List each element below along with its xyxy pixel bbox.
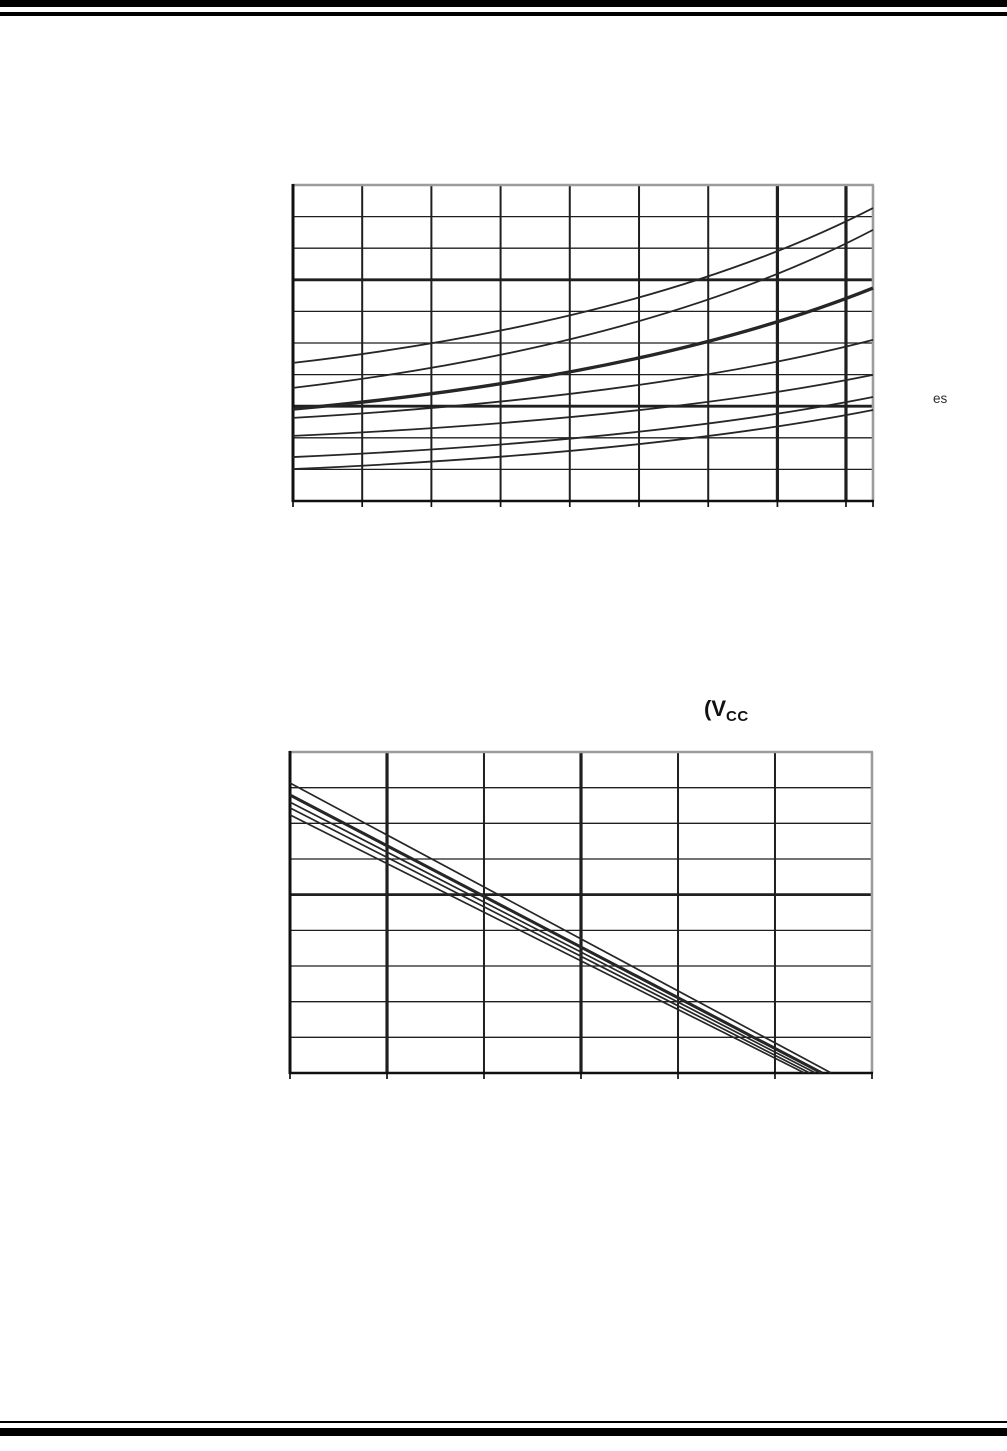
line-2-bold [289, 793, 823, 1075]
curve-7 [292, 409, 874, 470]
footer-rule-thin [0, 1421, 1007, 1423]
header-rule-thick [0, 0, 1007, 7]
vcc-title-subscript: CC [726, 708, 749, 725]
curve-4 [292, 338, 874, 419]
line-3 [289, 801, 816, 1074]
footer-rule-thick [0, 1428, 1007, 1436]
line-1 [289, 782, 832, 1074]
curve-5 [292, 374, 874, 437]
curve-2 [292, 229, 874, 389]
upper-chart-canvas [291, 183, 875, 507]
lower-chart-title-fragment: (VCC [704, 696, 749, 726]
curve-1 [292, 207, 874, 364]
lower-chart-canvas [288, 750, 874, 1079]
line-5 [289, 814, 805, 1074]
header-rule-thin [0, 12, 1007, 16]
curve-6 [292, 396, 874, 458]
curve-3-bold [292, 286, 874, 411]
vcc-title-main: (V [704, 696, 726, 721]
line-4 [289, 807, 811, 1074]
stray-text-fragment: es [933, 391, 948, 406]
